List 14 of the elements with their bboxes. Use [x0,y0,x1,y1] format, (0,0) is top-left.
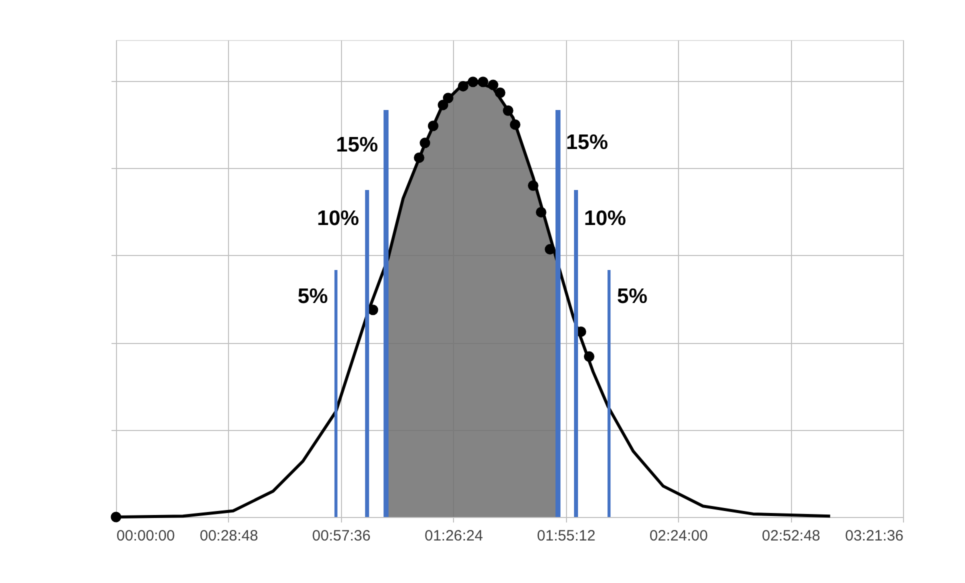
x-tick-label: 01:26:24 [424,528,483,544]
annotation: 10% [584,207,626,230]
x-tick-label: 01:55:12 [537,528,596,544]
x-tick-label: 02:24:00 [649,528,708,544]
annotation: 10% [317,207,360,230]
x-tick-label: 00:28:48 [200,528,258,544]
annotation: 15% [566,130,608,154]
x-tick-label: 00:57:36 [312,528,371,544]
x-tick-label: 03:21:36 [845,528,904,544]
annotation: 5% [298,284,328,308]
annotation: 5% [617,284,648,308]
annotation: 15% [336,134,378,157]
x-tick-label: 02:52:48 [762,528,820,544]
x-tick-label: 00:00:00 [116,528,175,544]
